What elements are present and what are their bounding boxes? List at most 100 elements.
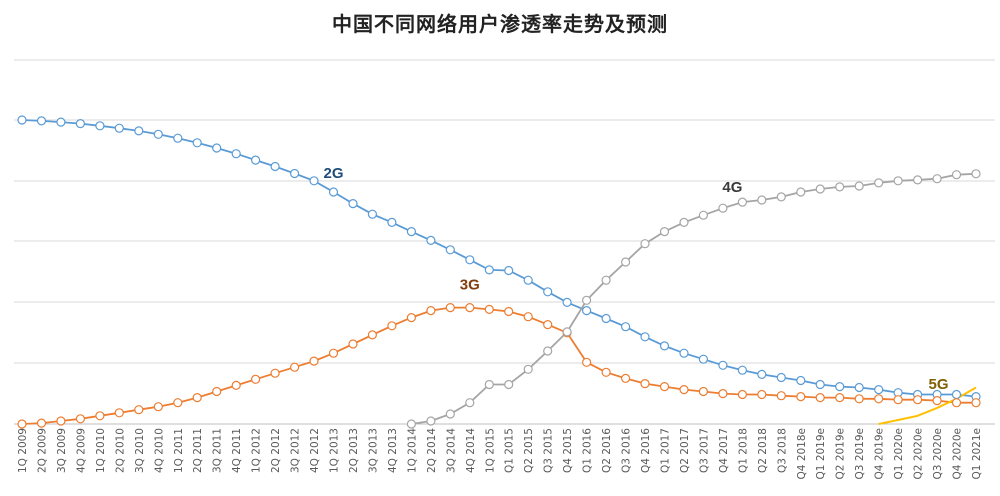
data-point-3g: [387, 321, 397, 331]
data-point-4g: [465, 398, 475, 408]
data-point-3g: [796, 392, 806, 402]
grid-lines: [14, 59, 995, 425]
data-point-4g: [912, 175, 923, 185]
data-point-3g: [212, 386, 222, 397]
data-point-3g: [56, 416, 66, 426]
data-point-2g: [153, 129, 163, 139]
x-tick-label: Q2 2015: [523, 428, 535, 473]
x-tick-label: 3Q 2010: [134, 428, 146, 473]
data-point-3g: [95, 411, 105, 421]
data-point-2g: [426, 235, 436, 245]
data-point-2g: [776, 372, 786, 383]
data-point-4g: [581, 295, 592, 305]
data-point-2g: [173, 133, 183, 143]
x-tick-label: Q1 2017: [660, 428, 672, 473]
data-point-2g: [620, 322, 631, 332]
data-point-3g: [523, 312, 533, 322]
data-point-2g: [679, 348, 689, 358]
x-tick-label: Q2 2019e: [835, 428, 847, 479]
data-point-4g: [835, 182, 845, 192]
x-tick-label: 1Q 2012: [251, 428, 263, 473]
data-point-2g: [17, 115, 27, 125]
data-point-2g: [815, 379, 825, 390]
x-tick-label: 3Q 2014: [445, 428, 457, 473]
data-point-4g: [601, 275, 611, 285]
x-tick-label: 2Q 2012: [270, 428, 282, 473]
data-point-2g: [465, 255, 475, 265]
data-point-2g: [270, 161, 280, 172]
data-point-4g: [523, 364, 533, 374]
data-point-2g: [796, 375, 806, 386]
data-point-4g: [796, 187, 806, 197]
data-point-2g: [562, 297, 572, 307]
x-tick-label: Q4 2015: [562, 428, 574, 473]
x-tick-label: 2Q 2013: [348, 428, 360, 473]
data-point-4g: [484, 379, 494, 390]
x-tick-label: 1Q 2013: [329, 428, 341, 473]
x-tick-label: Q1 2021e: [971, 428, 983, 479]
x-tick-label: Q1 2015: [504, 428, 516, 473]
x-tick-label: 2Q 2010: [114, 428, 126, 473]
data-point-4g: [659, 227, 670, 237]
x-tick-label: 1Q 2010: [95, 428, 107, 473]
series-line-3g: [21, 306, 976, 425]
x-tick-label: 1Q 2014: [406, 428, 418, 473]
data-point-2g: [757, 369, 767, 379]
data-point-2g: [212, 143, 222, 153]
data-point-3g: [932, 396, 942, 406]
data-point-2g: [718, 360, 728, 370]
x-tick-label: Q4 2020e: [952, 428, 964, 479]
x-tick-label: 3Q 2009: [56, 428, 68, 473]
x-tick-label: 3Q 2011: [212, 428, 224, 473]
data-point-4g: [776, 192, 786, 202]
x-tick-label: Q4 2018e: [796, 428, 808, 479]
data-point-3g: [192, 393, 202, 403]
series-label-2g: 2G: [323, 165, 343, 182]
data-point-2g: [75, 118, 86, 129]
data-point-4g: [426, 416, 436, 426]
data-point-2g: [659, 341, 670, 351]
data-points: [17, 115, 981, 429]
x-tick-label: Q4 2017: [718, 428, 730, 473]
x-tick-label: Q3 2020e: [932, 428, 944, 479]
data-point-4g: [854, 181, 864, 191]
series-label-4g: 4G: [722, 179, 742, 196]
data-point-3g: [718, 389, 728, 399]
data-point-3g: [737, 389, 748, 400]
data-point-4g: [562, 327, 572, 337]
data-point-3g: [153, 402, 163, 412]
x-tick-label: Q4 2019e: [874, 428, 886, 479]
x-tick-label: Q1 2020e: [893, 428, 905, 479]
data-point-4g: [620, 257, 631, 267]
data-point-2g: [114, 123, 124, 133]
data-point-3g: [231, 380, 241, 390]
data-point-3g: [328, 348, 339, 358]
x-tick-label: Q3 2015: [543, 428, 555, 473]
data-point-3g: [17, 419, 27, 429]
data-point-4g: [543, 346, 553, 356]
data-point-3g: [951, 398, 962, 408]
data-point-4g: [815, 184, 825, 194]
data-point-3g: [465, 303, 475, 313]
data-point-3g: [815, 393, 825, 403]
data-point-2g: [231, 149, 241, 159]
data-point-3g: [134, 405, 144, 415]
x-tick-label: Q4 2016: [640, 428, 652, 473]
data-point-3g: [640, 379, 650, 389]
data-point-2g: [251, 155, 261, 165]
data-point-3g: [659, 382, 670, 392]
data-point-3g: [698, 386, 709, 397]
data-point-3g: [484, 304, 494, 314]
data-point-2g: [328, 187, 339, 197]
data-point-3g: [893, 395, 903, 405]
x-tick-label: 2Q 2011: [192, 428, 204, 473]
data-point-2g: [737, 365, 748, 375]
data-point-2g: [874, 385, 884, 395]
data-point-2g: [387, 217, 397, 227]
data-point-4g: [406, 419, 416, 429]
data-point-2g: [854, 382, 864, 393]
data-point-2g: [290, 168, 300, 179]
data-point-2g: [348, 199, 358, 209]
series-line-4g: [411, 172, 977, 425]
